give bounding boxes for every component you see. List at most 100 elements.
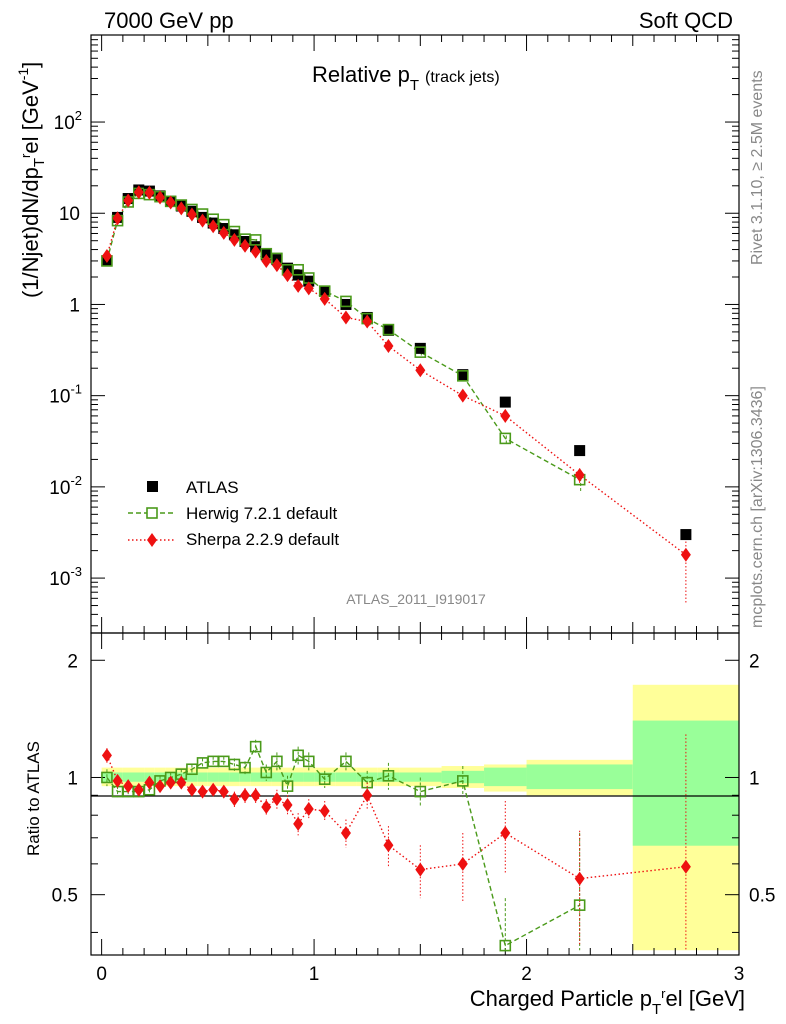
ratio-band-inner [377,772,400,782]
y-axis-label-exp: -1 [15,68,31,81]
sherpa-ratio-point [293,816,304,831]
analysis-watermark: ATLAS_2011_I919017 [346,591,486,607]
legend-herwig-marker [146,507,158,519]
herwig-point [457,370,469,382]
x-axis-label: Charged Particle pTrel [GeV] [470,986,745,1018]
legend-sherpa-label: Sherpa 2.2.9 default [186,530,339,549]
y-tick-label-0: 10-3 [49,564,82,590]
plot-title: Relative pT (track jets) [312,62,500,94]
sherpa-ratio-point [197,784,208,799]
y-axis-label: (1/Njet)dN/dpTrel [GeV-1] [15,62,48,298]
sherpa-ratio-point [319,804,330,819]
sherpa-ratio-point [101,748,112,763]
plot-title-main: Relative p [312,62,410,87]
ratio-tick-label-left-1: 1 [67,768,78,789]
top-axis-ticks [91,34,740,633]
herwig-ratio-point [271,755,283,768]
top-y-tick-labels: 10-3 10-2 10-1 1 10 102 [49,108,82,590]
sherpa-ratio-point [218,784,229,799]
herwig-ratio-point [382,769,395,782]
ratio-tick-label-right-1: 1 [749,768,760,789]
sherpa-point [229,232,240,247]
ratio-tick-label-right-0: 0.5 [749,886,775,907]
sherpa-point [101,248,112,263]
sherpa-point [261,253,272,268]
y-tick-label-5: 102 [54,108,82,134]
ratio-band-inner [484,767,527,787]
sherpa-ratio-point [176,775,187,790]
ratio-band-inner [122,772,134,782]
sherpa-point [383,339,394,354]
sherpa-ratio-point [250,788,261,803]
herwig-ratio-point [457,775,469,787]
plot-title-note: (track jets) [425,69,500,86]
ratio-band-inner [399,772,442,782]
ratio-axis-ticks [91,633,740,955]
sherpa-point [415,363,426,378]
sherpa-point [340,310,351,325]
sherpa-ratio-point [415,862,426,877]
sherpa-ratio-point [500,826,511,841]
sherpa-ratio-point [271,792,282,807]
header-right: Soft QCD [639,8,733,33]
herwig-ratio-point [302,755,315,768]
header-left: 7000 GeV pp [104,8,234,33]
ratio-band-inner [197,772,208,782]
sherpa-ratio-point [133,782,144,797]
herwig-point [292,263,304,276]
sherpa-ratio-point [574,871,585,886]
ratio-band-inner [335,772,357,782]
sherpa-ratio-point [362,788,373,803]
herwig-ratio-point [249,740,262,753]
sherpa-point [186,207,197,222]
sherpa-line [106,191,687,556]
sherpa-point [197,213,208,228]
sherpa-point [240,238,251,253]
sherpa-ratio-point [261,799,272,814]
sherpa-ratio-point [208,782,219,797]
sherpa-ratio-point [457,856,468,871]
y-tick-label-2: 10-1 [49,382,82,408]
atlas-point [457,369,469,381]
sherpa-point [123,193,134,208]
y-axis-label-sup: r [18,153,33,158]
x-axis-label-main: Charged Particle p [470,986,652,1011]
ratio-tick-label-right-2: 2 [749,651,760,672]
atlas-point [303,275,315,287]
sherpa-point [457,388,468,403]
ratio-band-inner [250,772,261,782]
herwig-point [382,323,395,336]
herwig-ratio-point [499,939,512,952]
herwig-ratio-point [340,755,352,768]
ratio-series [101,734,691,952]
x-tick-label-3: 3 [734,964,745,985]
sherpa-ratio-point [303,801,314,816]
herwig-ratio-point [292,749,304,762]
legend-atlas-marker [147,481,158,492]
legend-atlas-label: ATLAS [186,478,239,497]
legend-herwig-label: Herwig 7.2.1 default [186,504,337,523]
y-axis-label-main: (1/Njet)dN/dp [18,167,43,298]
atlas-point [499,396,511,408]
ratio-band-inner [133,772,145,782]
herwig-point [414,346,427,358]
y-tick-label-3: 1 [69,295,80,316]
atlas-point [340,298,352,310]
sherpa-point [176,201,187,216]
herwig-ratio-point [414,785,427,798]
sherpa-ratio-point [155,779,166,794]
sherpa-ratio-point [680,859,691,874]
sherpa-ratio-point [340,826,351,841]
y-axis-label-tail: el [GeV [18,80,43,154]
ratio-band-inner [186,772,198,782]
ratio-band-inner [526,764,633,790]
ratio-tick-label-left-0: 0.5 [52,886,78,907]
y-tick-label-1: 10-2 [49,473,82,499]
side-label-rivet: Rivet 3.1.10, ≥ 2.5M events [749,70,766,265]
ratio-frame [90,632,740,956]
sherpa-point [155,190,166,205]
sherpa-point [165,195,176,210]
herwig-point [340,295,352,308]
sherpa-ratio-point [282,797,293,812]
